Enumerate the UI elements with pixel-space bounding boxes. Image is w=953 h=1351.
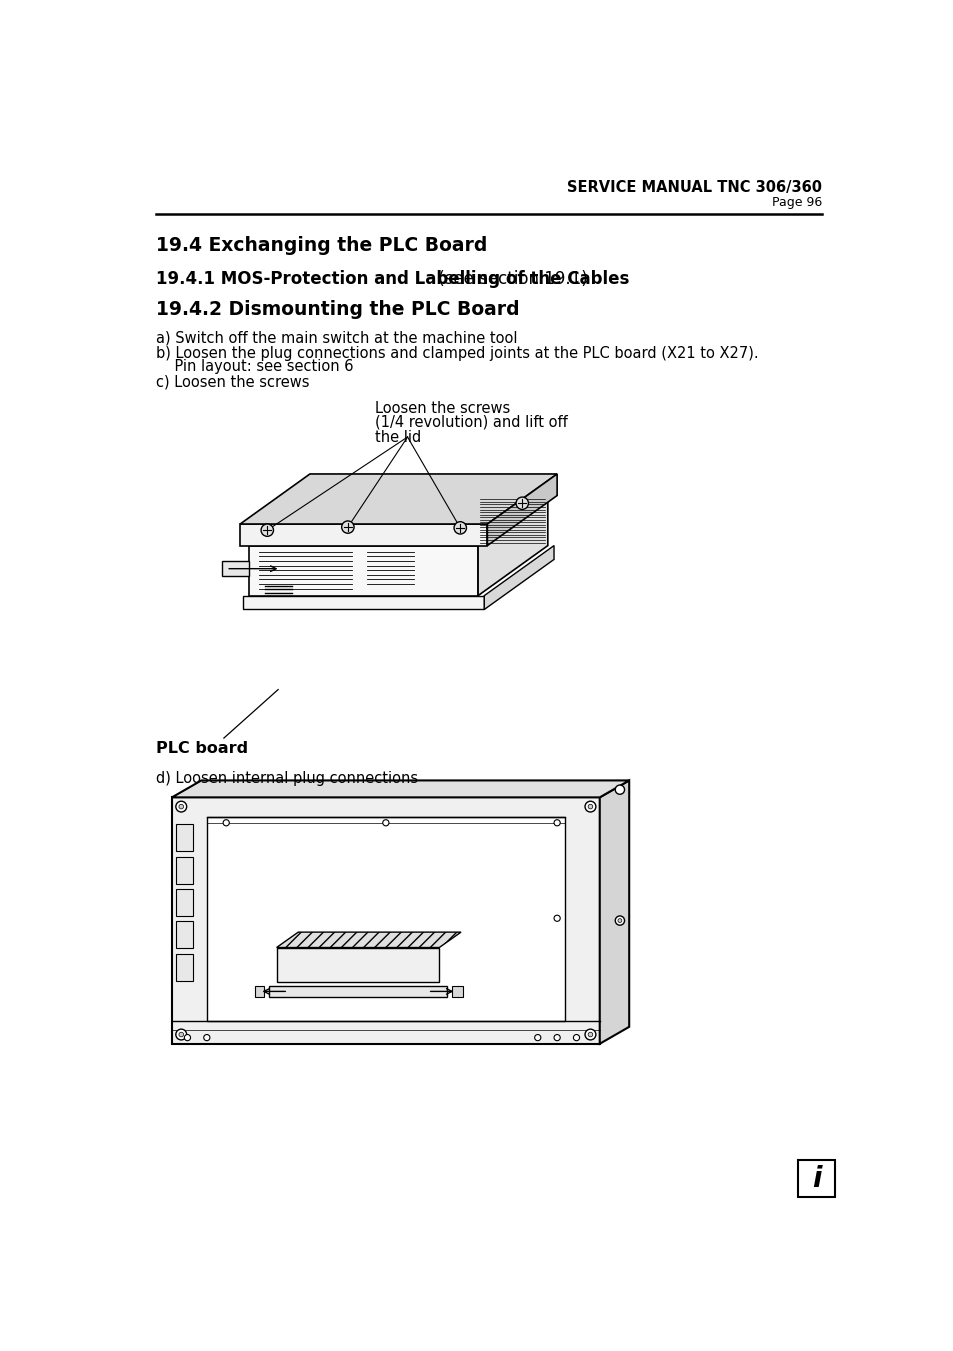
Circle shape — [554, 1035, 559, 1040]
Text: 19.4.1 MOS-Protection and Labelling of the Cables: 19.4.1 MOS-Protection and Labelling of t… — [155, 270, 628, 288]
Polygon shape — [599, 781, 629, 1044]
Text: Loosen the screws: Loosen the screws — [375, 401, 510, 416]
Circle shape — [204, 1035, 210, 1040]
Circle shape — [175, 801, 187, 812]
Circle shape — [584, 1029, 596, 1040]
Circle shape — [516, 497, 528, 509]
Text: d) Loosen internal plug connections: d) Loosen internal plug connections — [155, 770, 417, 786]
Polygon shape — [276, 947, 439, 982]
Circle shape — [615, 785, 624, 794]
Polygon shape — [240, 524, 487, 546]
Bar — [175, 889, 193, 916]
Text: b) Loosen the plug connections and clamped joints at the PLC board (X21 to X27).: b) Loosen the plug connections and clamp… — [155, 346, 758, 361]
Bar — [175, 824, 193, 851]
Bar — [269, 986, 447, 997]
Polygon shape — [240, 474, 557, 524]
Text: SERVICE MANUAL TNC 306/360: SERVICE MANUAL TNC 306/360 — [567, 180, 821, 195]
Polygon shape — [249, 546, 477, 596]
Circle shape — [615, 916, 624, 925]
Text: Page 96: Page 96 — [771, 196, 821, 208]
Circle shape — [179, 804, 183, 809]
Bar — [175, 921, 193, 948]
Text: (see section 19.1): (see section 19.1) — [433, 270, 587, 288]
Text: Pin layout: see section 6: Pin layout: see section 6 — [155, 359, 353, 374]
Text: the lid: the lid — [375, 430, 421, 444]
Circle shape — [554, 820, 559, 825]
Bar — [254, 986, 264, 997]
Circle shape — [534, 1035, 540, 1040]
Polygon shape — [477, 496, 547, 596]
Circle shape — [179, 1032, 183, 1036]
Polygon shape — [243, 596, 484, 609]
Circle shape — [175, 1029, 187, 1040]
Text: c) Loosen the screws: c) Loosen the screws — [155, 374, 309, 389]
Polygon shape — [276, 932, 460, 947]
Bar — [452, 986, 462, 997]
Circle shape — [573, 1035, 579, 1040]
Circle shape — [584, 801, 596, 812]
Circle shape — [554, 915, 559, 921]
Polygon shape — [172, 781, 629, 797]
Text: a) Switch off the main switch at the machine tool: a) Switch off the main switch at the mac… — [155, 330, 517, 345]
Circle shape — [261, 524, 274, 536]
Bar — [175, 954, 193, 981]
Polygon shape — [207, 816, 564, 1020]
Bar — [798, 1161, 835, 1197]
Text: i: i — [811, 1165, 821, 1193]
Bar — [175, 857, 193, 884]
Polygon shape — [484, 546, 554, 609]
Text: 19.4 Exchanging the PLC Board: 19.4 Exchanging the PLC Board — [155, 236, 487, 255]
Bar — [222, 561, 249, 577]
Circle shape — [587, 804, 592, 809]
Polygon shape — [172, 797, 599, 1044]
Circle shape — [382, 820, 389, 825]
Circle shape — [341, 521, 354, 534]
Text: PLC board: PLC board — [155, 742, 248, 757]
Circle shape — [184, 1035, 191, 1040]
Polygon shape — [487, 474, 557, 546]
Circle shape — [223, 820, 229, 825]
Circle shape — [454, 521, 466, 534]
Circle shape — [618, 919, 621, 923]
Text: 19.4.2 Dismounting the PLC Board: 19.4.2 Dismounting the PLC Board — [155, 300, 518, 319]
Text: (1/4 revolution) and lift off: (1/4 revolution) and lift off — [375, 415, 567, 430]
Circle shape — [587, 1032, 592, 1036]
